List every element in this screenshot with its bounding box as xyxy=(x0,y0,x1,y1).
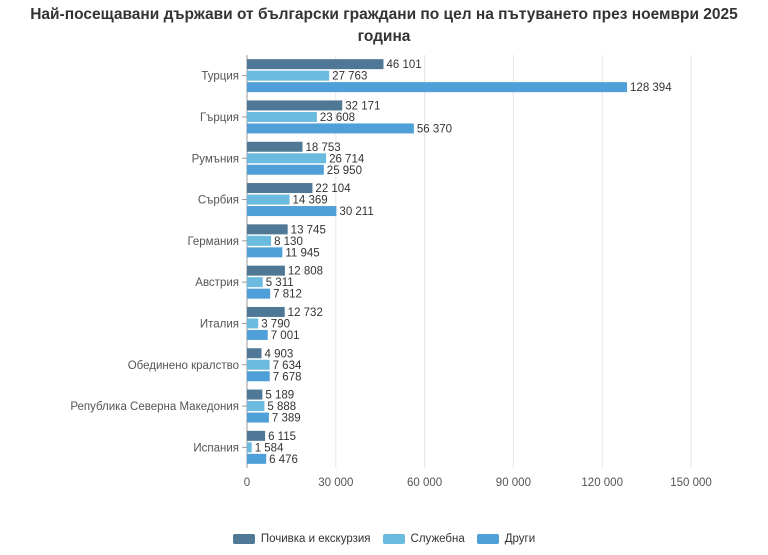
legend-swatch xyxy=(476,534,499,544)
data-label: 11 945 xyxy=(285,247,319,259)
bar xyxy=(247,153,327,164)
legend-item[interactable]: Други xyxy=(476,533,536,545)
x-tick-label: 0 xyxy=(244,477,250,489)
bar xyxy=(247,329,268,340)
bar xyxy=(247,183,313,194)
legend-item[interactable]: Почивка и екскурзия xyxy=(232,533,371,545)
bar xyxy=(247,100,343,111)
category-label: Турция xyxy=(201,71,239,83)
x-tick-label: 90 000 xyxy=(496,477,531,489)
bar xyxy=(247,442,252,453)
category-label: Германия xyxy=(187,236,239,248)
data-label: 8 130 xyxy=(274,236,303,248)
legend-label: Служебна xyxy=(410,533,465,545)
bar xyxy=(247,359,270,370)
data-label: 12 808 xyxy=(288,266,323,278)
bar xyxy=(247,224,288,235)
bar xyxy=(247,141,303,152)
category-label: Сърбия xyxy=(198,195,239,207)
bar xyxy=(247,389,263,400)
data-label: 23 608 xyxy=(320,112,355,124)
category-label: Испания xyxy=(193,442,239,454)
legend-item[interactable]: Служебна xyxy=(382,533,465,545)
data-label: 7 389 xyxy=(272,413,301,425)
bar xyxy=(247,70,330,81)
data-label: 5 888 xyxy=(267,401,296,413)
category-label: Италия xyxy=(200,318,239,330)
legend-label: Други xyxy=(504,533,536,545)
data-label: 14 369 xyxy=(293,195,328,207)
bar xyxy=(247,111,317,122)
data-label: 7 812 xyxy=(273,289,302,301)
legend-swatch xyxy=(232,534,255,544)
data-label: 46 101 xyxy=(386,59,421,71)
data-label: 7 634 xyxy=(273,360,302,372)
data-label: 25 950 xyxy=(327,165,362,177)
x-tick-label: 150 000 xyxy=(670,477,712,489)
category-label: Австрия xyxy=(195,277,239,289)
category-label: Гърция xyxy=(200,112,239,124)
data-label: 5 189 xyxy=(265,390,294,402)
data-label: 18 753 xyxy=(306,142,341,154)
legend-label: Почивка и екскурзия xyxy=(260,533,371,545)
x-tick-label: 60 000 xyxy=(407,477,442,489)
bar xyxy=(247,371,270,382)
bar xyxy=(247,277,263,288)
bar xyxy=(247,265,285,276)
bar xyxy=(247,306,285,317)
bar xyxy=(247,412,269,423)
chart-title-line2: година xyxy=(357,28,411,45)
legend-swatch xyxy=(382,534,405,544)
bar xyxy=(247,59,384,70)
bar xyxy=(247,206,337,217)
data-label: 1 584 xyxy=(255,442,284,454)
bar xyxy=(247,247,283,258)
data-label: 6 476 xyxy=(269,454,298,466)
category-label: Румъния xyxy=(192,153,239,165)
data-label: 22 104 xyxy=(315,183,351,195)
bar xyxy=(247,164,324,175)
bar-chart: 0 30 000 60 000 90 000 120 000 150 000 Турция 4… xyxy=(70,55,712,489)
x-tick-label: 30 000 xyxy=(318,477,353,489)
chart-legend: Почивка и екскурзия Служебна Други xyxy=(0,533,768,545)
category-label: Обединено кралство xyxy=(128,360,239,372)
data-label: 27 763 xyxy=(332,71,367,83)
data-label: 26 714 xyxy=(329,153,365,165)
bar xyxy=(247,194,290,205)
data-label: 6 115 xyxy=(268,431,296,443)
data-label: 12 732 xyxy=(288,307,323,319)
bar xyxy=(247,82,628,93)
data-label: 4 903 xyxy=(265,348,294,360)
data-label: 30 211 xyxy=(339,206,373,218)
category-label: Република Северна Македония xyxy=(70,401,239,413)
data-label: 3 790 xyxy=(261,318,290,330)
bar xyxy=(247,123,414,134)
bar xyxy=(247,348,262,359)
bar xyxy=(247,430,266,441)
data-label: 13 745 xyxy=(291,224,326,236)
data-label: 7 001 xyxy=(271,330,300,342)
data-label: 7 678 xyxy=(273,371,302,383)
chart-title-line1: Най-посещавани държави от български граж… xyxy=(30,6,738,23)
bar xyxy=(247,288,271,299)
bar xyxy=(247,318,259,329)
data-label: 128 394 xyxy=(630,82,672,94)
bar xyxy=(247,453,267,464)
data-label: 56 370 xyxy=(417,123,452,135)
bar xyxy=(247,401,265,412)
bar xyxy=(247,235,272,246)
x-tick-label: 120 000 xyxy=(581,477,623,489)
chart-title: Най-посещавани държави от български граж… xyxy=(0,4,768,48)
data-label: 5 311 xyxy=(266,277,294,289)
data-label: 32 171 xyxy=(345,100,380,112)
